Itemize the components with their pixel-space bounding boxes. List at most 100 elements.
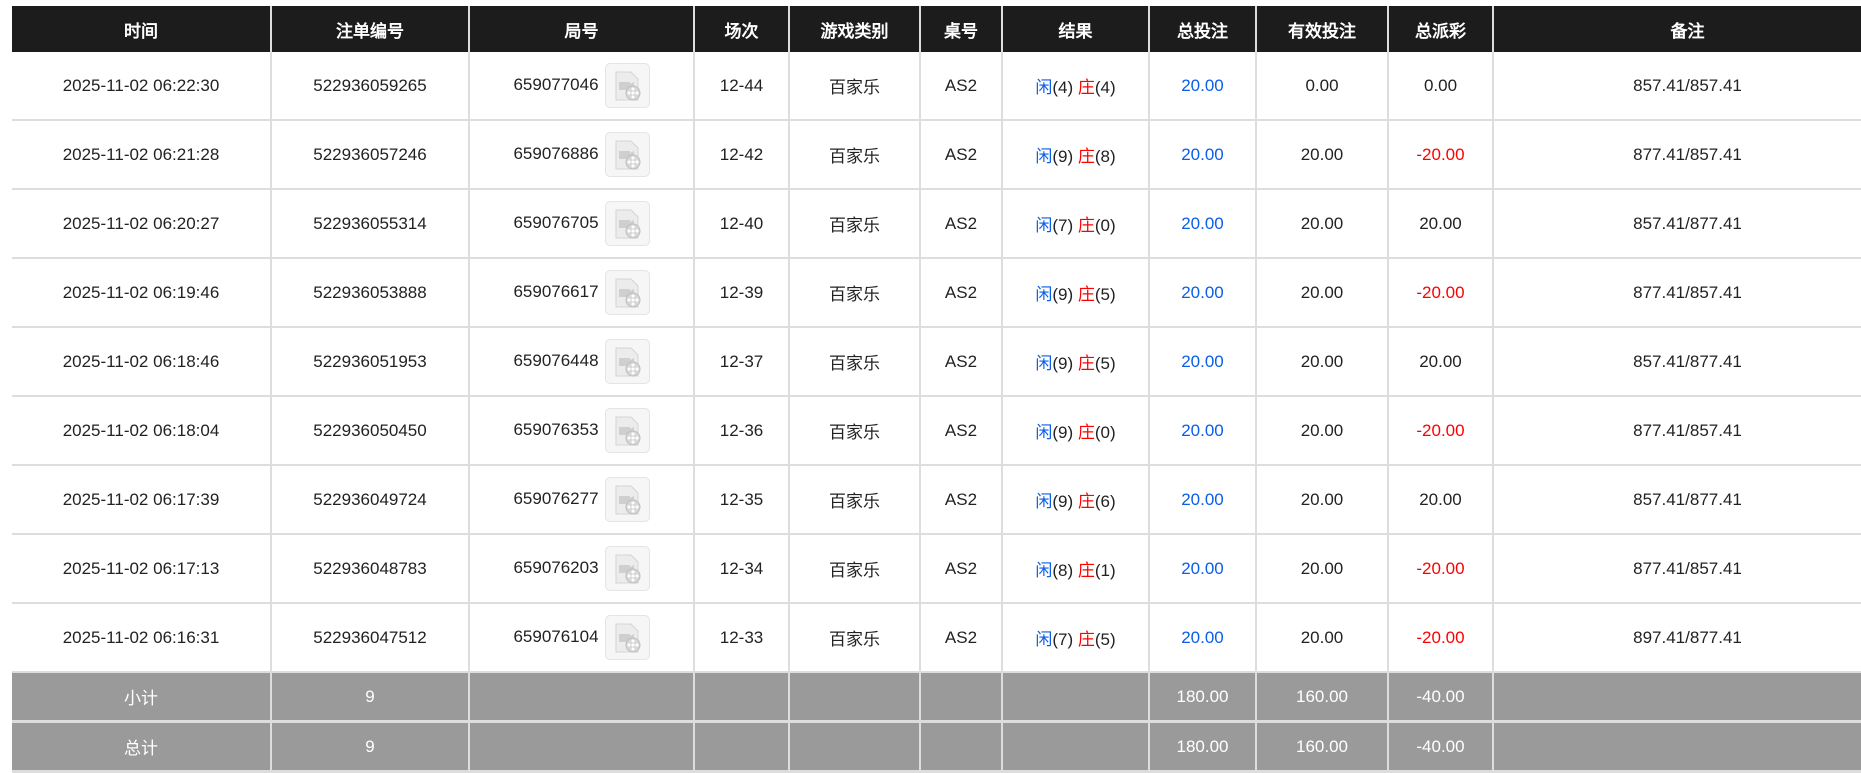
summary-label: 小计 (12, 672, 272, 723)
payout-cell: 20.00 (1388, 465, 1494, 535)
time-cell: 2025-11-02 06:16:31 (12, 603, 272, 673)
valid-bet-cell: 20.00 (1256, 120, 1389, 190)
summary-count: 9 (271, 672, 470, 723)
time-cell: 2025-11-02 06:20:27 (12, 189, 272, 259)
note-cell: 857.41/877.41 (1493, 465, 1861, 535)
video-file-icon[interactable] (604, 270, 650, 315)
result-cell: 闲(7) 庄(0) (1002, 189, 1150, 259)
player-label: 闲 (1035, 285, 1053, 304)
round-cell: 659076104 (469, 603, 695, 673)
round-cell: 659076203 (469, 534, 695, 604)
video-file-icon[interactable] (604, 477, 650, 522)
table-row: 2025-11-02 06:19:46 522936053888 659076617… (12, 258, 1861, 328)
player-points: (8) (1052, 561, 1074, 580)
round-number: 659077046 (513, 74, 599, 94)
total-bet-cell: 20.00 (1149, 465, 1257, 535)
note-cell: 877.41/857.41 (1493, 120, 1861, 190)
banker-points: (1) (1094, 561, 1116, 580)
bet-id-cell: 522936050450 (271, 396, 470, 466)
table-row: 2025-11-02 06:16:31 522936047512 659076104… (12, 603, 1861, 673)
table-row: 2025-11-02 06:21:28 522936057246 659076886… (12, 120, 1861, 190)
time-cell: 2025-11-02 06:21:28 (12, 120, 272, 190)
table-row: 2025-11-02 06:22:30 522936059265 659077046… (12, 52, 1861, 121)
game-no-cell: 12-33 (694, 603, 790, 673)
round-cell: 659076277 (469, 465, 695, 535)
table-row: 2025-11-02 06:18:04 522936050450 659076353… (12, 396, 1861, 466)
player-points: (7) (1052, 630, 1074, 649)
video-file-icon[interactable] (604, 615, 650, 660)
bet-records-table: 时间 注单编号 局号 场次 游戏类别 桌号 结果 总投注 有效投注 总派彩 备注 2025-11-0… (12, 6, 1861, 773)
player-label: 闲 (1035, 492, 1053, 511)
banker-label: 庄 (1077, 285, 1095, 304)
game-type-cell: 百家乐 (789, 603, 921, 673)
note-cell: 857.41/877.41 (1493, 189, 1861, 259)
note-cell: 877.41/857.41 (1493, 534, 1861, 604)
time-cell: 2025-11-02 06:17:13 (12, 534, 272, 604)
video-file-icon[interactable] (604, 201, 650, 246)
valid-bet-cell: 20.00 (1256, 534, 1389, 604)
summary-valid-bet: 160.00 (1256, 672, 1389, 723)
game-type-cell: 百家乐 (789, 534, 921, 604)
bet-id-cell: 522936047512 (271, 603, 470, 673)
player-label: 闲 (1035, 561, 1053, 580)
payout-cell: 20.00 (1388, 189, 1494, 259)
note-cell: 857.41/877.41 (1493, 327, 1861, 397)
banker-points: (8) (1094, 147, 1116, 166)
bet-id-cell: 522936051953 (271, 327, 470, 397)
game-no-cell: 12-37 (694, 327, 790, 397)
header-game-type: 游戏类别 (789, 6, 921, 52)
banker-points: (4) (1094, 78, 1116, 97)
banker-points: (5) (1094, 630, 1116, 649)
note-cell: 857.41/857.41 (1493, 52, 1861, 121)
banker-label: 庄 (1077, 147, 1095, 166)
time-cell: 2025-11-02 06:18:46 (12, 327, 272, 397)
summary-total-bet: 180.00 (1149, 721, 1257, 773)
result-cell: 闲(4) 庄(4) (1002, 52, 1150, 121)
result-cell: 闲(9) 庄(5) (1002, 327, 1150, 397)
total-bet-cell: 20.00 (1149, 396, 1257, 466)
payout-cell: -20.00 (1388, 603, 1494, 673)
game-no-cell: 12-39 (694, 258, 790, 328)
player-label: 闲 (1035, 630, 1053, 649)
table-no-cell: AS2 (920, 534, 1003, 604)
game-no-cell: 12-44 (694, 52, 790, 121)
note-cell: 877.41/857.41 (1493, 396, 1861, 466)
table-no-cell: AS2 (920, 258, 1003, 328)
player-label: 闲 (1035, 147, 1053, 166)
total-bet-cell: 20.00 (1149, 52, 1257, 121)
banker-points: (0) (1094, 216, 1116, 235)
banker-label: 庄 (1077, 216, 1095, 235)
round-cell: 659076617 (469, 258, 695, 328)
game-type-cell: 百家乐 (789, 327, 921, 397)
payout-cell: -20.00 (1388, 258, 1494, 328)
bet-id-cell: 522936059265 (271, 52, 470, 121)
video-file-icon[interactable] (604, 339, 650, 384)
summary-payout: -40.00 (1388, 672, 1494, 723)
player-label: 闲 (1035, 354, 1053, 373)
total-bet-cell: 20.00 (1149, 258, 1257, 328)
video-file-icon[interactable] (604, 132, 650, 177)
total-bet-cell: 20.00 (1149, 534, 1257, 604)
player-points: (9) (1052, 354, 1074, 373)
table-no-cell: AS2 (920, 189, 1003, 259)
header-time: 时间 (12, 6, 272, 52)
time-cell: 2025-11-02 06:18:04 (12, 396, 272, 466)
round-cell: 659076353 (469, 396, 695, 466)
banker-points: (0) (1094, 423, 1116, 442)
valid-bet-cell: 20.00 (1256, 189, 1389, 259)
player-label: 闲 (1035, 78, 1053, 97)
video-file-icon[interactable] (604, 63, 650, 108)
summary-label: 总计 (12, 721, 272, 773)
video-file-icon[interactable] (604, 408, 650, 453)
banker-points: (5) (1094, 285, 1116, 304)
game-type-cell: 百家乐 (789, 189, 921, 259)
video-file-icon[interactable] (604, 546, 650, 591)
banker-points: (5) (1094, 354, 1116, 373)
valid-bet-cell: 20.00 (1256, 465, 1389, 535)
result-cell: 闲(9) 庄(8) (1002, 120, 1150, 190)
bet-id-cell: 522936053888 (271, 258, 470, 328)
grand-total-row: 总计 9 180.00 160.00 -40.00 (12, 721, 1861, 773)
table-no-cell: AS2 (920, 327, 1003, 397)
player-label: 闲 (1035, 216, 1053, 235)
game-no-cell: 12-35 (694, 465, 790, 535)
